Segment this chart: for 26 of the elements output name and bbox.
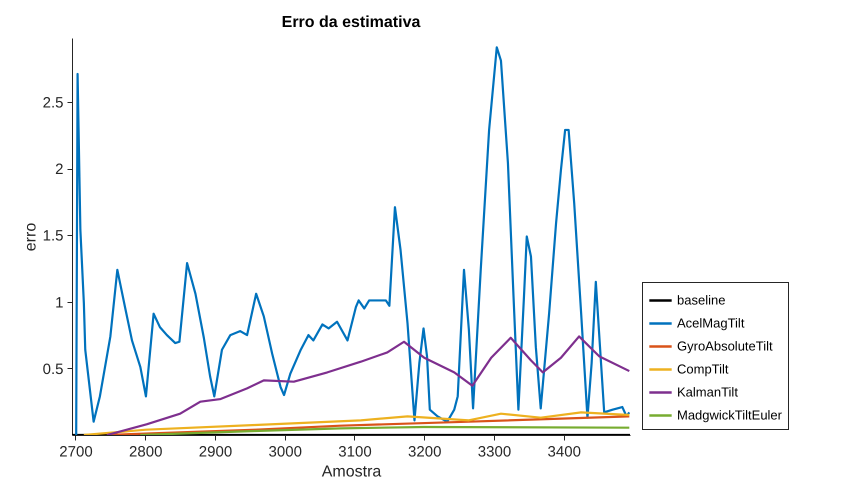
chart-title: Erro da estimativa (282, 14, 420, 31)
x-tick-label: 3300 (478, 444, 512, 460)
x-axis-title: Amostra (322, 464, 382, 480)
x-tick-label: 3200 (408, 444, 442, 460)
x-tick-label: 2800 (129, 444, 162, 460)
y-tick-label: 1 (55, 294, 64, 312)
legend-label: KalmanTilt (677, 384, 738, 400)
legend-label: MadgwickTiltEuler (677, 408, 783, 422)
y-axis-title: erro (22, 222, 40, 252)
x-tick-label: 2700 (59, 444, 93, 460)
legend-label: baseline (677, 292, 726, 308)
legend-label: AcelMagTilt (677, 316, 745, 330)
x-tick-label: 3400 (548, 444, 581, 460)
y-tick-label: 0.5 (42, 360, 64, 378)
line-series (75, 46, 630, 435)
y-tick-label: 2.5 (42, 94, 64, 112)
y-tick-label: 1.5 (42, 228, 64, 245)
x-tick-label: 3100 (338, 444, 372, 460)
legend-label: CompTilt (677, 362, 729, 376)
line-series (139, 426, 630, 435)
x-tick-label: 2900 (198, 444, 232, 460)
legend-label: GyroAbsoluteTilt (677, 338, 773, 354)
y-tick-label: 2 (55, 161, 64, 178)
x-tick-label: 3000 (268, 444, 302, 460)
line-series (82, 411, 630, 435)
line-series (106, 335, 630, 435)
